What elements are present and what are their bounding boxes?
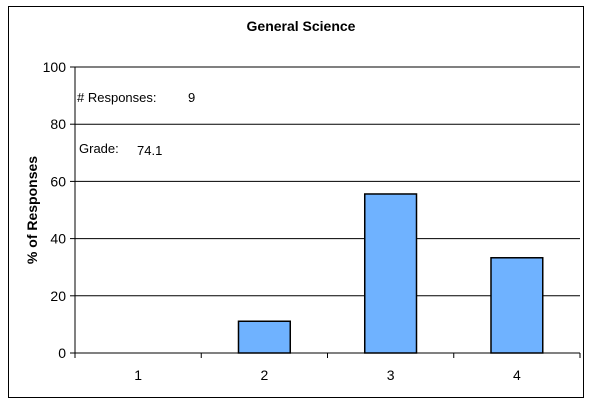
y-tick-label: 80 (50, 116, 66, 132)
bars (237, 193, 544, 354)
x-tick-label: 2 (260, 367, 268, 383)
y-tick-label: 100 (43, 59, 67, 75)
y-axis-label: % of Responses (24, 156, 40, 264)
chart-frame (8, 6, 584, 398)
bar-4 (490, 257, 544, 354)
x-tick-label: 3 (387, 367, 395, 383)
y-tick-label: 20 (50, 288, 66, 304)
bar-2 (237, 320, 292, 354)
grade-label: Grade: (79, 141, 119, 156)
y-tick-label: 40 (50, 231, 66, 247)
responses-label: # Responses: (77, 90, 157, 105)
axes: 0 20 40 60 80 100 1 2 3 4 (43, 59, 581, 383)
y-tick-label: 60 (50, 173, 66, 189)
grade-value: 74.1 (137, 143, 162, 158)
chart-title: General Science (247, 18, 356, 34)
annotations: # Responses: 9 Grade: 74.1 (77, 90, 195, 158)
y-tick-label: 0 (58, 345, 66, 361)
x-tick-label: 1 (134, 367, 142, 383)
responses-value: 9 (188, 90, 195, 105)
x-tick-label: 4 (513, 367, 521, 383)
bar-3 (363, 193, 418, 354)
